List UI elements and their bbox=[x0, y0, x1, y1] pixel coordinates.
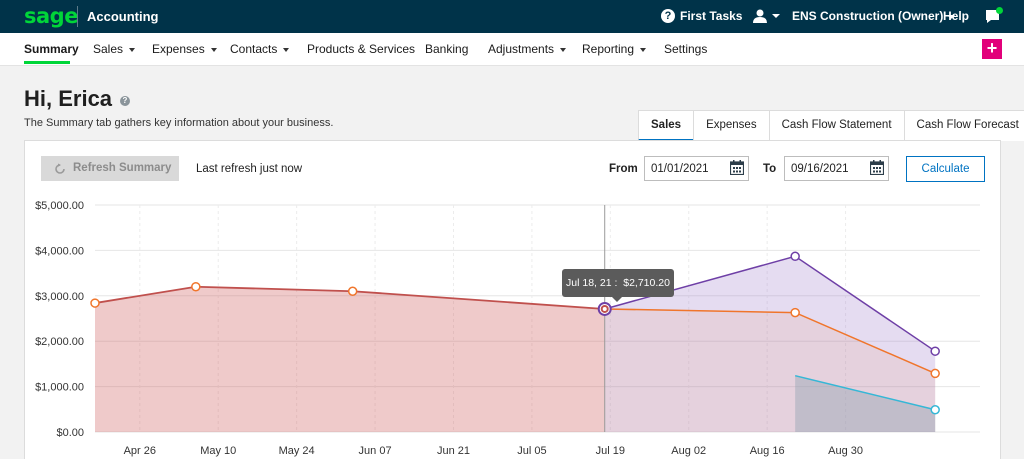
nav-item-contacts[interactable]: Contacts bbox=[230, 42, 290, 56]
tab-expenses[interactable]: Expenses bbox=[693, 110, 770, 141]
info-icon[interactable]: ? bbox=[120, 96, 130, 106]
sage-logo[interactable]: sage bbox=[24, 4, 78, 28]
logo-divider bbox=[77, 6, 78, 27]
last-refresh-text: Last refresh just now bbox=[196, 163, 303, 175]
chevron-down-icon bbox=[947, 14, 956, 19]
nav-item-expenses[interactable]: Expenses bbox=[152, 42, 217, 56]
chevron-down-icon bbox=[210, 47, 217, 52]
notification-dot bbox=[996, 7, 1003, 14]
tab-cash-flow-forecast[interactable]: Cash Flow Forecast bbox=[903, 110, 1024, 141]
nav-item-banking[interactable]: Banking bbox=[425, 42, 469, 56]
summary-panel bbox=[24, 140, 1001, 459]
nav-label: Reporting bbox=[582, 42, 635, 56]
first-tasks-link[interactable]: First Tasks bbox=[680, 9, 743, 23]
chat-icon[interactable] bbox=[985, 8, 1000, 24]
chevron-down-icon bbox=[560, 47, 567, 52]
question-icon[interactable]: ? bbox=[661, 9, 675, 23]
add-button[interactable]: + bbox=[982, 39, 1002, 59]
calendar-icon[interactable] bbox=[870, 160, 884, 175]
nav-item-products-services[interactable]: Products & Services bbox=[307, 42, 416, 56]
nav-item-reporting[interactable]: Reporting bbox=[582, 42, 647, 56]
chevron-down-icon bbox=[129, 47, 136, 52]
tooltip-arrow bbox=[612, 297, 622, 302]
user-icon[interactable] bbox=[752, 8, 768, 24]
chevron-down-icon bbox=[283, 47, 290, 52]
refresh-summary-button[interactable]: Refresh Summary bbox=[41, 156, 179, 181]
company-name: ENS Construction (Owner) bbox=[792, 9, 944, 23]
refresh-icon bbox=[55, 163, 65, 174]
tab-cash-flow-statement[interactable]: Cash Flow Statement bbox=[768, 110, 905, 141]
to-label: To bbox=[763, 163, 777, 175]
tooltip-date: Jul 18, 21 : bbox=[566, 277, 618, 289]
active-tab-indicator bbox=[24, 61, 70, 64]
nav-item-sales[interactable]: Sales bbox=[93, 42, 136, 56]
app-name: Accounting bbox=[87, 9, 159, 24]
nav-label: Sales bbox=[93, 42, 124, 56]
chevron-down-icon bbox=[640, 47, 647, 52]
help-link[interactable]: Help bbox=[943, 9, 970, 23]
nav-label: Expenses bbox=[152, 42, 205, 56]
nav-item-settings[interactable]: Settings bbox=[664, 42, 708, 56]
user-menu-caret-icon[interactable] bbox=[772, 14, 780, 18]
chart-tooltip: Jul 18, 21 : $2,710.20 bbox=[562, 269, 674, 297]
to-date-input[interactable] bbox=[784, 156, 889, 181]
from-date-input[interactable] bbox=[644, 156, 749, 181]
main-nav: Summary Sales Expenses Contacts Products… bbox=[0, 33, 1024, 66]
nav-item-summary[interactable]: Summary bbox=[24, 42, 79, 56]
page-subtitle: The Summary tab gathers key information … bbox=[24, 117, 334, 129]
page-title: Hi, Erica bbox=[24, 86, 113, 111]
summary-tabs: Sales Expenses Cash Flow Statement Cash … bbox=[638, 110, 1024, 141]
from-label: From bbox=[609, 163, 638, 175]
tab-sales[interactable]: Sales bbox=[638, 110, 695, 141]
tooltip-value: $2,710.20 bbox=[623, 277, 670, 289]
top-bar: sage Accounting ? First Tasks ENS Constr… bbox=[0, 0, 1024, 33]
company-switcher[interactable]: ENS Construction (Owner) bbox=[792, 9, 956, 23]
nav-item-adjustments[interactable]: Adjustments bbox=[488, 42, 567, 56]
calendar-icon[interactable] bbox=[730, 160, 744, 175]
calculate-button[interactable]: Calculate bbox=[906, 156, 985, 182]
nav-label: Contacts bbox=[230, 42, 278, 56]
nav-label: Adjustments bbox=[488, 42, 555, 56]
